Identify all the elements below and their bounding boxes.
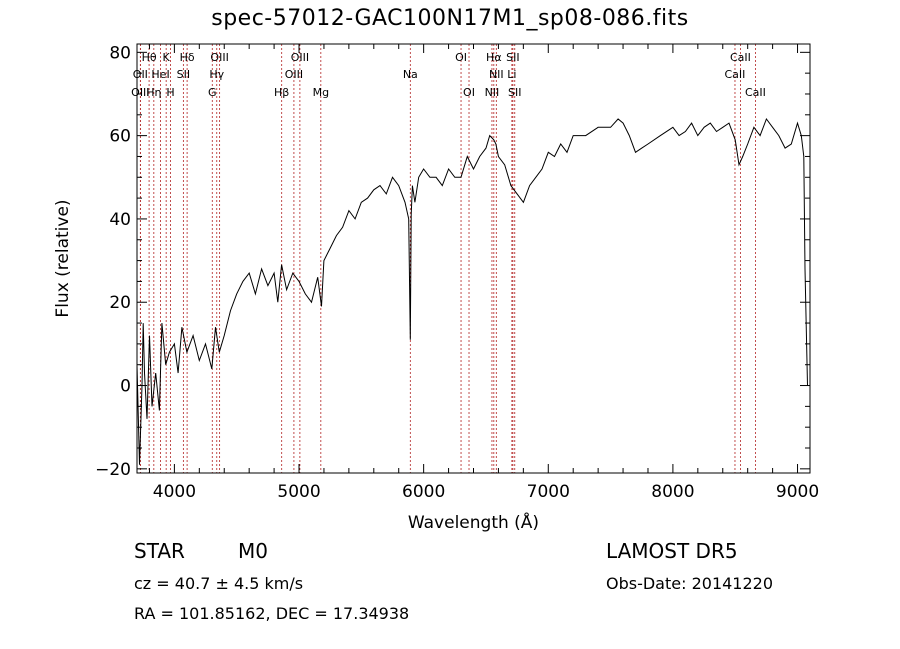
- line-label-8: CaII: [730, 51, 751, 64]
- x-tick-label-1: 5000: [277, 482, 320, 502]
- y-axis-ticks: −20 0 20 40 60 80: [95, 43, 810, 480]
- line-label-2: Hδ: [180, 51, 195, 64]
- y-tick-label-3: 40: [109, 210, 131, 230]
- line-label-17: CaII: [725, 68, 746, 81]
- y-tick-label-1: 0: [120, 377, 131, 397]
- line-label-3: OIII: [210, 51, 228, 64]
- ra-dec: RA = 101.85162, DEC = 17.34938: [134, 604, 410, 623]
- line-label-25: NII: [485, 86, 500, 99]
- y-axis-label: Flux (relative): [53, 199, 73, 317]
- line-label-18: OIII: [131, 86, 149, 99]
- y-tick-label-0: −20: [95, 460, 131, 480]
- x-axis-ticks: 4000 5000 6000 7000 8000 9000: [148, 44, 819, 502]
- line-label-27: CaII: [745, 86, 766, 99]
- x-tick-label-2: 6000: [402, 482, 445, 502]
- line-label-0: Hθ: [142, 51, 157, 64]
- line-label-15: NII: [489, 68, 504, 81]
- line-label-13: OIII: [285, 68, 303, 81]
- object-class: STAR: [134, 539, 185, 563]
- plot-frame: [136, 43, 811, 474]
- line-label-21: G: [208, 86, 217, 99]
- y-tick-label-5: 80: [109, 43, 131, 63]
- line-label-7: SII: [506, 51, 519, 64]
- object-subclass: M0: [238, 539, 268, 563]
- line-label-20: H: [166, 86, 174, 99]
- x-tick-label-0: 4000: [153, 482, 196, 502]
- line-label-23: Mg: [313, 86, 329, 99]
- y-tick-label-4: 60: [109, 127, 131, 147]
- survey-name: LAMOST DR5: [606, 539, 738, 563]
- line-label-14: Na: [403, 68, 418, 81]
- x-tick-label-4: 8000: [651, 482, 694, 502]
- line-label-5: OI: [455, 51, 467, 64]
- line-label-4: OIII: [291, 51, 309, 64]
- chart-title: spec-57012-GAC100N17M1_sp08-086.fits: [211, 6, 689, 31]
- line-label-24: OI: [463, 86, 475, 99]
- x-tick-label-3: 7000: [527, 482, 570, 502]
- line-label-9: OII: [133, 68, 148, 81]
- x-axis-label: Wavelength (Å): [408, 511, 539, 533]
- line-label-22: Hβ: [274, 86, 289, 99]
- line-label-6: Hα: [486, 51, 502, 64]
- line-label-19: Hη: [146, 86, 161, 99]
- line-label-10: HeI: [151, 68, 169, 81]
- line-label-26: SII: [508, 86, 521, 99]
- obs-date: Obs-Date: 20141220: [606, 574, 774, 593]
- line-label-16: Li: [507, 68, 516, 81]
- flux-series-line: [136, 117, 808, 465]
- redshift-cz: cz = 40.7 ± 4.5 km/s: [134, 574, 304, 593]
- spectral-line-labels: Hθ K Hδ OIII OIII OI Hα SII CaII OII HeI SII Hγ OIII N…: [131, 51, 766, 99]
- spectral-line-markers: [139, 44, 756, 473]
- y-tick-label-2: 20: [109, 293, 131, 313]
- line-label-1: K: [163, 51, 171, 64]
- line-label-11: SII: [177, 68, 190, 81]
- x-tick-label-5: 9000: [776, 482, 819, 502]
- line-label-12: Hγ: [209, 68, 224, 81]
